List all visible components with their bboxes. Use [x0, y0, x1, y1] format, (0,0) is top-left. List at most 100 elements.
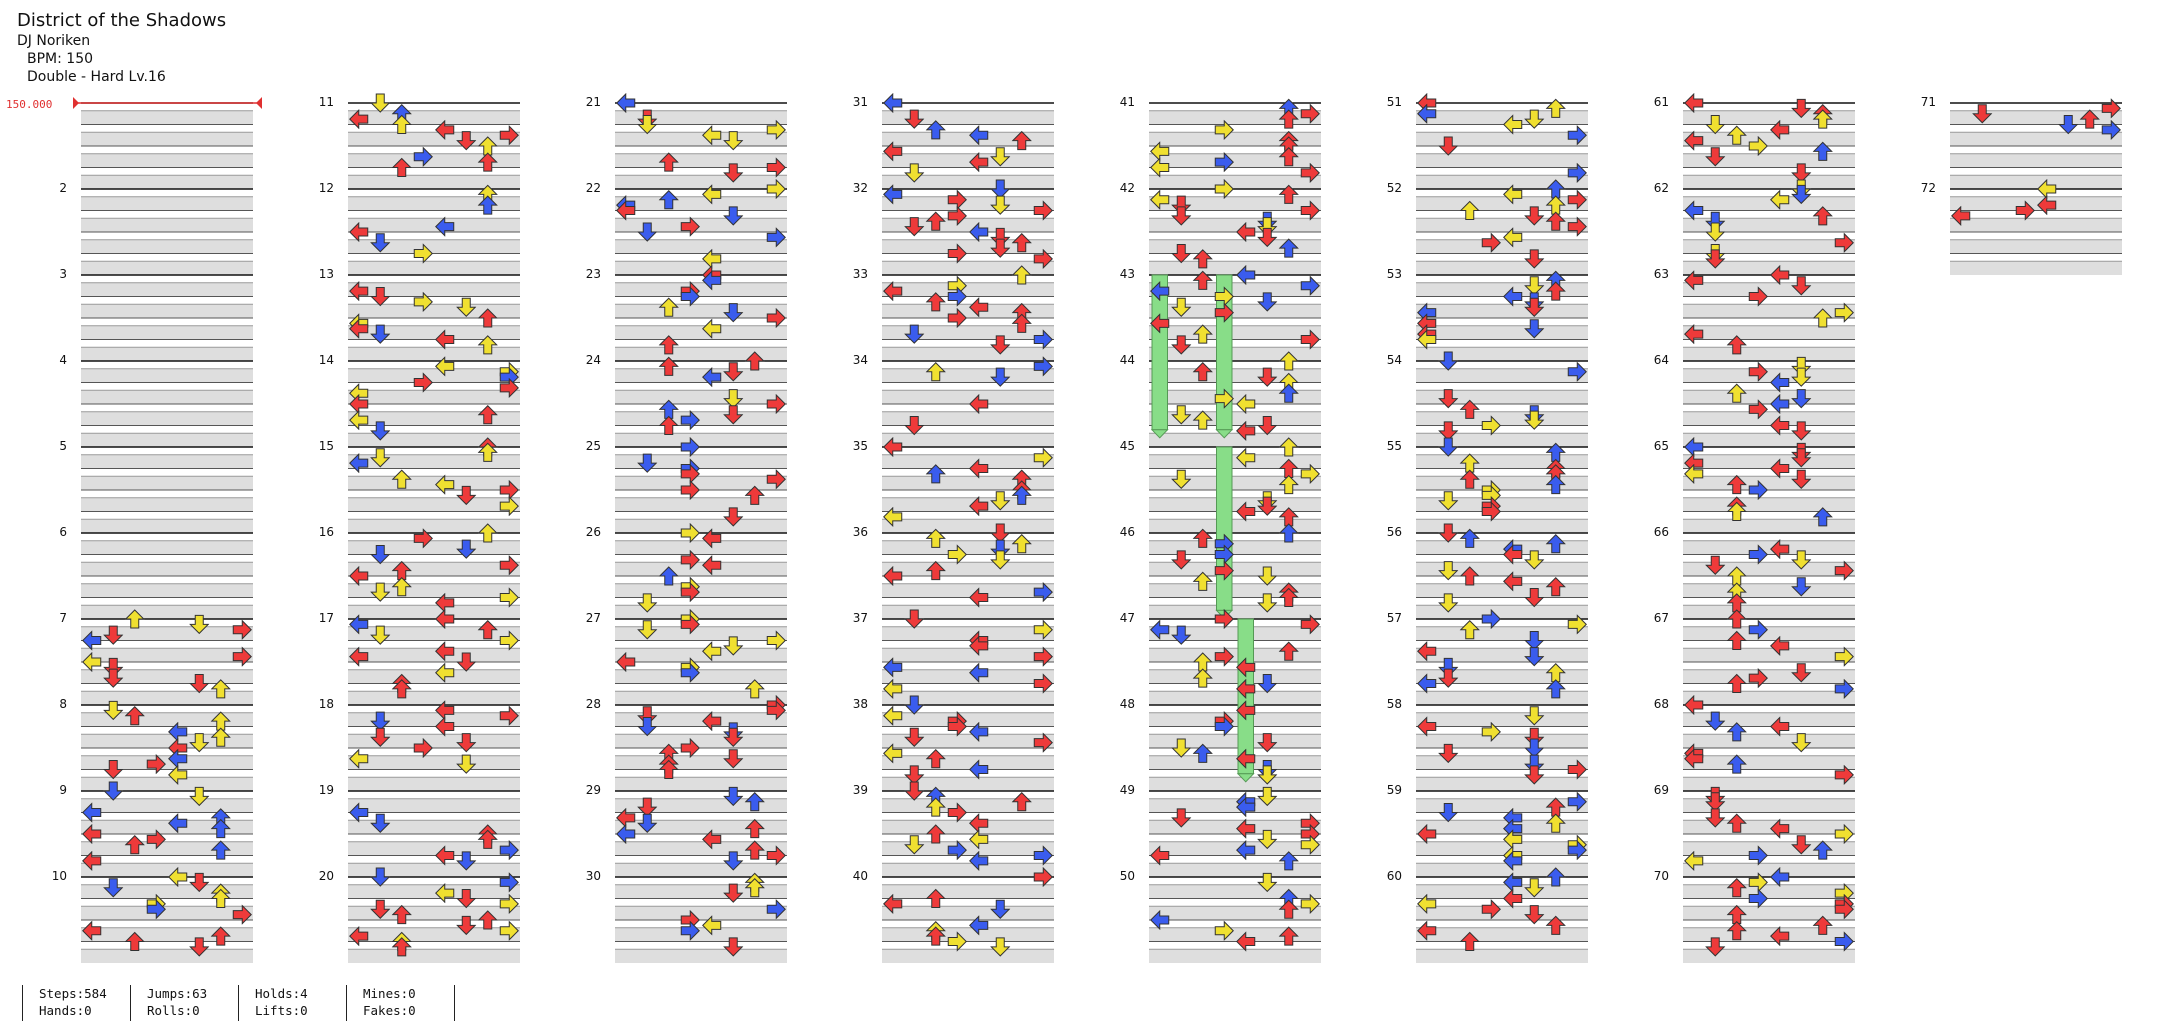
measure-label: 32 [853, 181, 868, 195]
measure-label: 66 [1654, 525, 1669, 539]
measure-41 [1149, 102, 1321, 189]
measure-1 [81, 102, 253, 189]
measure-19 [348, 790, 520, 877]
measure-58 [1416, 704, 1588, 791]
measure-label: 62 [1654, 181, 1669, 195]
measure-label: 53 [1387, 267, 1402, 281]
measure-38 [882, 704, 1054, 791]
stat-cell: Mines:0 Fakes:0 [346, 985, 416, 1021]
bpm-line-start [73, 97, 79, 109]
measure-68 [1683, 704, 1855, 791]
measure-67 [1683, 618, 1855, 705]
measure-46 [1149, 532, 1321, 619]
stat-divider [454, 985, 471, 1021]
measure-27 [615, 618, 787, 705]
measure-label: 30 [586, 869, 601, 883]
song-bpm: BPM: 150 [27, 51, 94, 67]
measure-25 [615, 446, 787, 533]
measure-label: 22 [586, 181, 601, 195]
measure-62 [1683, 188, 1855, 275]
measure-label: 68 [1654, 697, 1669, 711]
measure-label: 12 [319, 181, 334, 195]
measure-63 [1683, 274, 1855, 361]
song-artist: DJ Noriken [17, 33, 91, 49]
measure-label: 54 [1387, 353, 1402, 367]
measure-56 [1416, 532, 1588, 619]
measure-label: 64 [1654, 353, 1669, 367]
measure-label: 8 [59, 697, 67, 711]
measure-31 [882, 102, 1054, 189]
song-difficulty: Double - Hard Lv.16 [27, 69, 166, 85]
measure-3 [81, 274, 253, 361]
measure-label: 48 [1120, 697, 1135, 711]
measure-label: 43 [1120, 267, 1135, 281]
measure-64 [1683, 360, 1855, 447]
measure-label: 59 [1387, 783, 1402, 797]
step-arrow [370, 93, 390, 113]
measure-label: 28 [586, 697, 601, 711]
measure-label: 45 [1120, 439, 1135, 453]
measure-55 [1416, 446, 1588, 533]
measure-label: 27 [586, 611, 601, 625]
measure-label: 50 [1120, 869, 1135, 883]
measure-label: 57 [1387, 611, 1402, 625]
measure-label: 18 [319, 697, 334, 711]
measure-label: 65 [1654, 439, 1669, 453]
measure-36 [882, 532, 1054, 619]
measure-35 [882, 446, 1054, 533]
measure-label: 69 [1654, 783, 1669, 797]
bpm-marker: 150.000 [6, 98, 52, 111]
measure-20 [348, 876, 520, 963]
measure-label: 46 [1120, 525, 1135, 539]
measure-label: 9 [59, 783, 67, 797]
measure-33 [882, 274, 1054, 361]
measure-label: 51 [1387, 95, 1402, 109]
measure-6 [81, 532, 253, 619]
measure-23 [615, 274, 787, 361]
measure-label: 52 [1387, 181, 1402, 195]
measure-label: 38 [853, 697, 868, 711]
measure-label: 67 [1654, 611, 1669, 625]
song-header: District of the Shadows DJ Noriken BPM: … [17, 10, 226, 86]
measure-52 [1416, 188, 1588, 275]
measure-label: 37 [853, 611, 868, 625]
hold-tail [1215, 429, 1234, 439]
measure-24 [615, 360, 787, 447]
measure-label: 26 [586, 525, 601, 539]
measure-2 [81, 188, 253, 275]
measure-label: 19 [319, 783, 334, 797]
measure-17 [348, 618, 520, 705]
measure-label: 13 [319, 267, 334, 281]
measure-label: 44 [1120, 353, 1135, 367]
step-arrow [883, 93, 903, 113]
stat-cell: Jumps:63 Rolls:0 [130, 985, 207, 1021]
measure-53 [1416, 274, 1588, 361]
measure-label: 34 [853, 353, 868, 367]
measure-14 [348, 360, 520, 447]
measure-11 [348, 102, 520, 189]
measure-label: 4 [59, 353, 67, 367]
measure-65 [1683, 446, 1855, 533]
measure-72 [1950, 188, 2122, 275]
measure-label: 5 [59, 439, 67, 453]
measure-label: 33 [853, 267, 868, 281]
measure-15 [348, 446, 520, 533]
measure-label: 20 [319, 869, 334, 883]
measure-9 [81, 790, 253, 877]
measure-label: 70 [1654, 869, 1669, 883]
measure-47 [1149, 618, 1321, 705]
measure-45 [1149, 446, 1321, 533]
measure-61 [1683, 102, 1855, 189]
measure-label: 3 [59, 267, 67, 281]
measure-label: 63 [1654, 267, 1669, 281]
measure-label: 58 [1387, 697, 1402, 711]
measure-label: 60 [1387, 869, 1402, 883]
measure-label: 61 [1654, 95, 1669, 109]
measure-21 [615, 102, 787, 189]
measure-5 [81, 446, 253, 533]
measure-48 [1149, 704, 1321, 791]
measure-18 [348, 704, 520, 791]
measure-44 [1149, 360, 1321, 447]
measure-label: 25 [586, 439, 601, 453]
measure-16 [348, 532, 520, 619]
